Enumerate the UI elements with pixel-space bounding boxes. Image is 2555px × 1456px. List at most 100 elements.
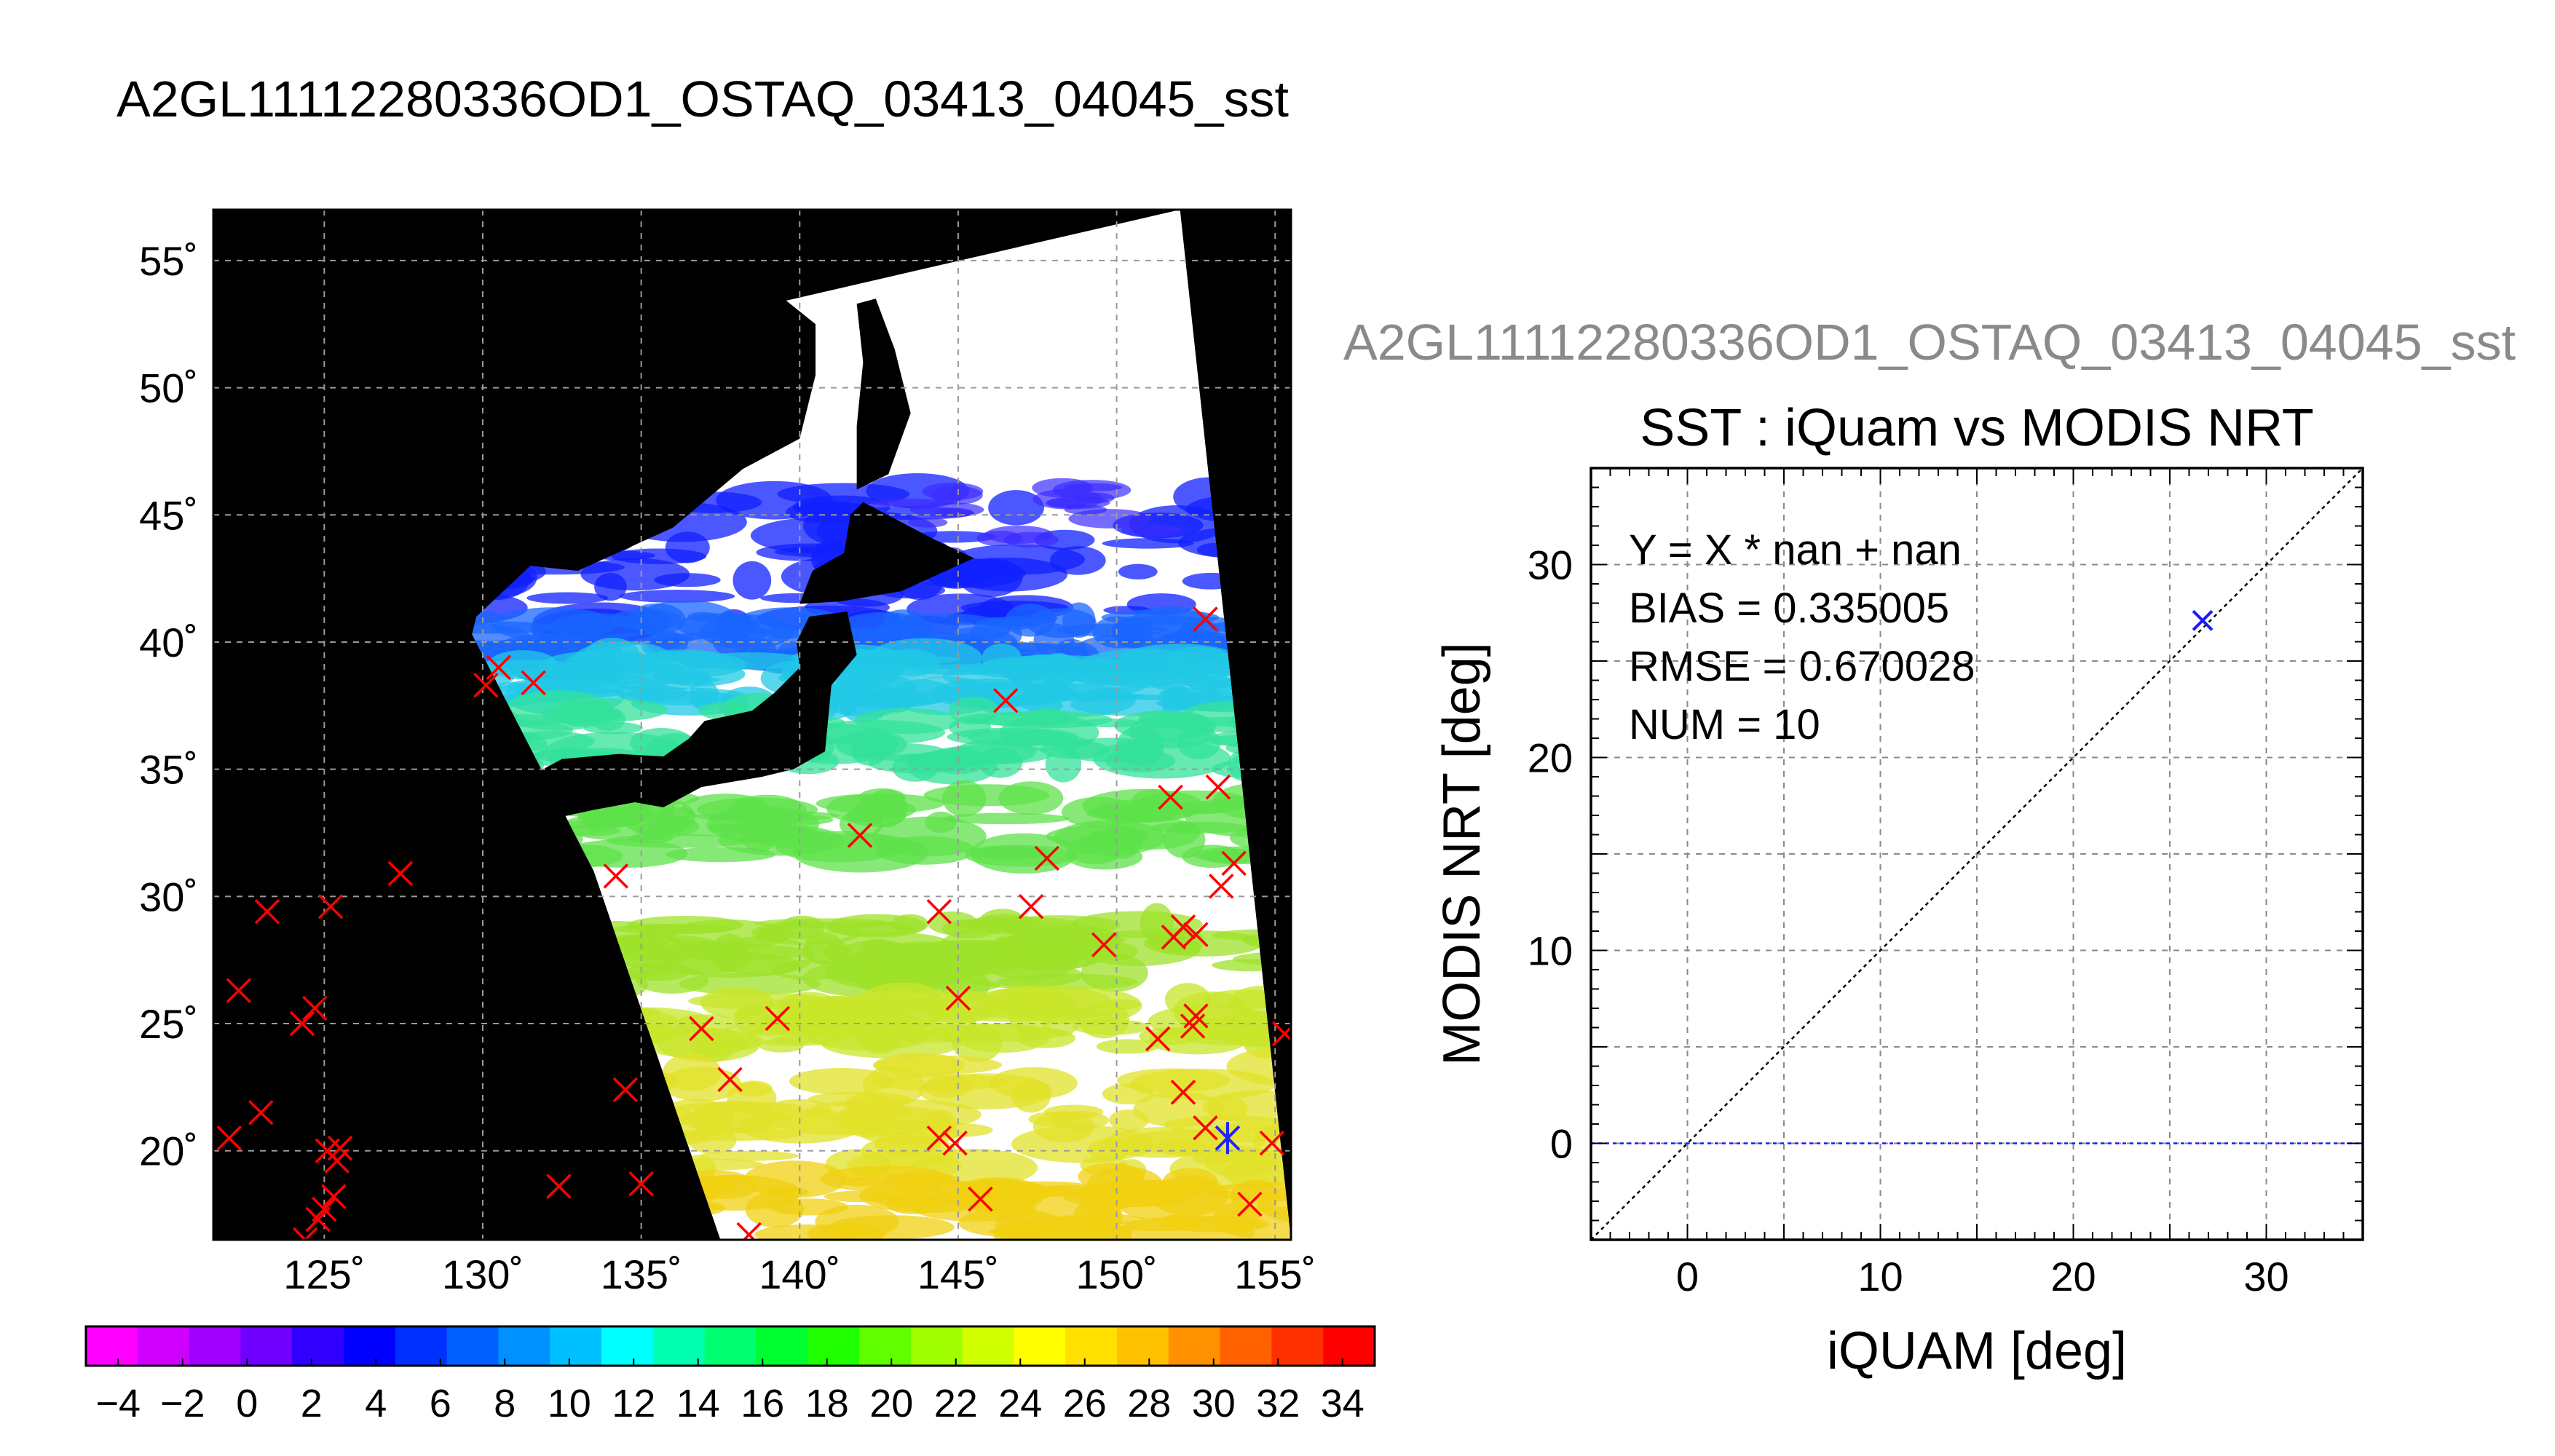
scatter-title: SST : iQuam vs MODIS NRT [1640,399,2314,457]
matchup-marker [486,654,512,681]
matchup-marker-stroke [1208,874,1234,899]
sst-patch [965,844,1078,867]
sst-patch [863,957,991,981]
colorbar-swatch [652,1326,706,1366]
sst-patch [867,638,982,678]
sst-patch [741,815,778,853]
matchup-marker-stroke [1034,845,1060,871]
matchup-marker-stroke [926,1125,952,1151]
sst-patch [882,1172,960,1187]
colorbar-swatch [704,1326,757,1366]
matchup-marker-stroke [226,978,252,1003]
sst-patch [611,548,707,564]
colorbar-swatch [550,1326,602,1366]
colorbar-swatch [240,1326,293,1366]
scatter-stats-annotation: Y = X * nan + nan [1629,526,1962,574]
sst-patch [620,687,749,705]
sst-patch [692,1175,758,1199]
sst-patch [862,982,943,1014]
colorbar-tick-label: 24 [998,1382,1042,1425]
matchup-marker [1091,932,1117,957]
colorbar-swatch [1065,1326,1118,1366]
sst-patch [759,1038,805,1053]
matchup-marker-stroke [1158,784,1183,810]
matchup-marker-stroke [992,688,1019,713]
sst-patch [1086,831,1118,850]
matchup-marker-stroke [317,894,344,919]
matchup-marker-stroke [1193,1115,1218,1141]
matchup-marker-stroke [742,1222,762,1240]
sst-patch [988,490,1044,526]
matchup-marker-stroke [216,1125,242,1151]
matchup-marker [473,673,499,698]
sst-patch [922,482,984,501]
map-y-tick-label: 35˚ [139,747,198,793]
matchup-marker-stroke [473,673,499,698]
matchup-marker-stroke [321,1184,347,1209]
matchup-marker [302,995,328,1021]
matchup-marker-stroke [689,1016,714,1042]
colorbar-swatch [344,1326,396,1366]
map-y-tick-label: 40˚ [139,620,198,665]
map-x-tick-label: 130˚ [442,1251,524,1297]
sst-patch [869,498,950,507]
sst-patch [733,999,850,1032]
scatter-x-axis-label: iQUAM [deg] [1827,1322,2127,1380]
sst-patch [1170,801,1233,815]
matchup-marker [292,1227,318,1240]
colorbar-swatch [395,1326,448,1366]
land-sakhalin [856,298,911,490]
colorbar-tick-label: 8 [494,1382,516,1425]
matchup-marker-stroke [945,985,971,1011]
colorbar-swatch [189,1326,241,1366]
sst-patch [1115,653,1149,683]
sst-patch [923,1024,1065,1042]
matchup-marker [521,670,546,696]
matchup-marker-stroke [302,995,328,1021]
colorbar-tick-label: 22 [934,1382,978,1425]
map-x-tick-label: 155˚ [1234,1251,1316,1297]
sst-patch [502,690,615,731]
scatter-y-tick-label: 20 [1528,735,1573,781]
sst-patch [971,1007,1113,1019]
sst-patch [743,1160,847,1198]
colorbar-swatch [1323,1326,1375,1366]
matchup-marker-stroke [1221,850,1247,877]
matchup-marker-stroke [521,670,546,696]
sst-patch [594,572,627,601]
matchup-marker [1180,1013,1206,1039]
sst-patch [654,573,721,587]
matchup-marker [736,1222,762,1240]
scatter-x-tick-label: 20 [2050,1254,2096,1299]
matchup-marker-stroke [1180,1013,1206,1039]
matchup-marker-stroke [289,1010,315,1037]
matchup-marker-stroke [612,1077,639,1103]
colorbar-tick-label: 32 [1256,1382,1300,1425]
page-subtitle: A2GL11112280336OD1_OSTAQ_03413_04045_sst [1343,314,2516,371]
matchup-marker [1237,1191,1263,1217]
sst-patch [635,600,739,641]
sst-patch [1007,924,1123,957]
sst-patch [1132,606,1209,632]
scatter-y-axis-label: MODIS NRT [deg] [1433,642,1491,1066]
matchup-marker-stroke [1205,774,1231,800]
colorbar-tick-label: 28 [1127,1382,1171,1425]
sst-patch [858,788,906,807]
sst-patch [1079,719,1140,728]
sst-patch [1064,505,1107,515]
matchup-marker [1205,774,1231,800]
sst-patch [1203,989,1284,1010]
matchup-marker [1259,1130,1285,1156]
matchup-marker-stroke [1091,932,1117,957]
sst-patch [777,828,826,839]
scatter-x-tick-label: 10 [1857,1254,1903,1299]
colorbar-tick-label: −4 [95,1382,141,1425]
matchup-marker-stroke [305,1206,331,1233]
scatter-stats-annotation: BIAS = 0.335005 [1629,585,1949,632]
sst-patch [925,811,957,834]
sst-patch [775,831,904,863]
colorbar-tick-label: 6 [430,1382,451,1425]
sst-patch [487,650,558,680]
sst-patch [942,812,1070,825]
sst-patch [679,973,821,996]
